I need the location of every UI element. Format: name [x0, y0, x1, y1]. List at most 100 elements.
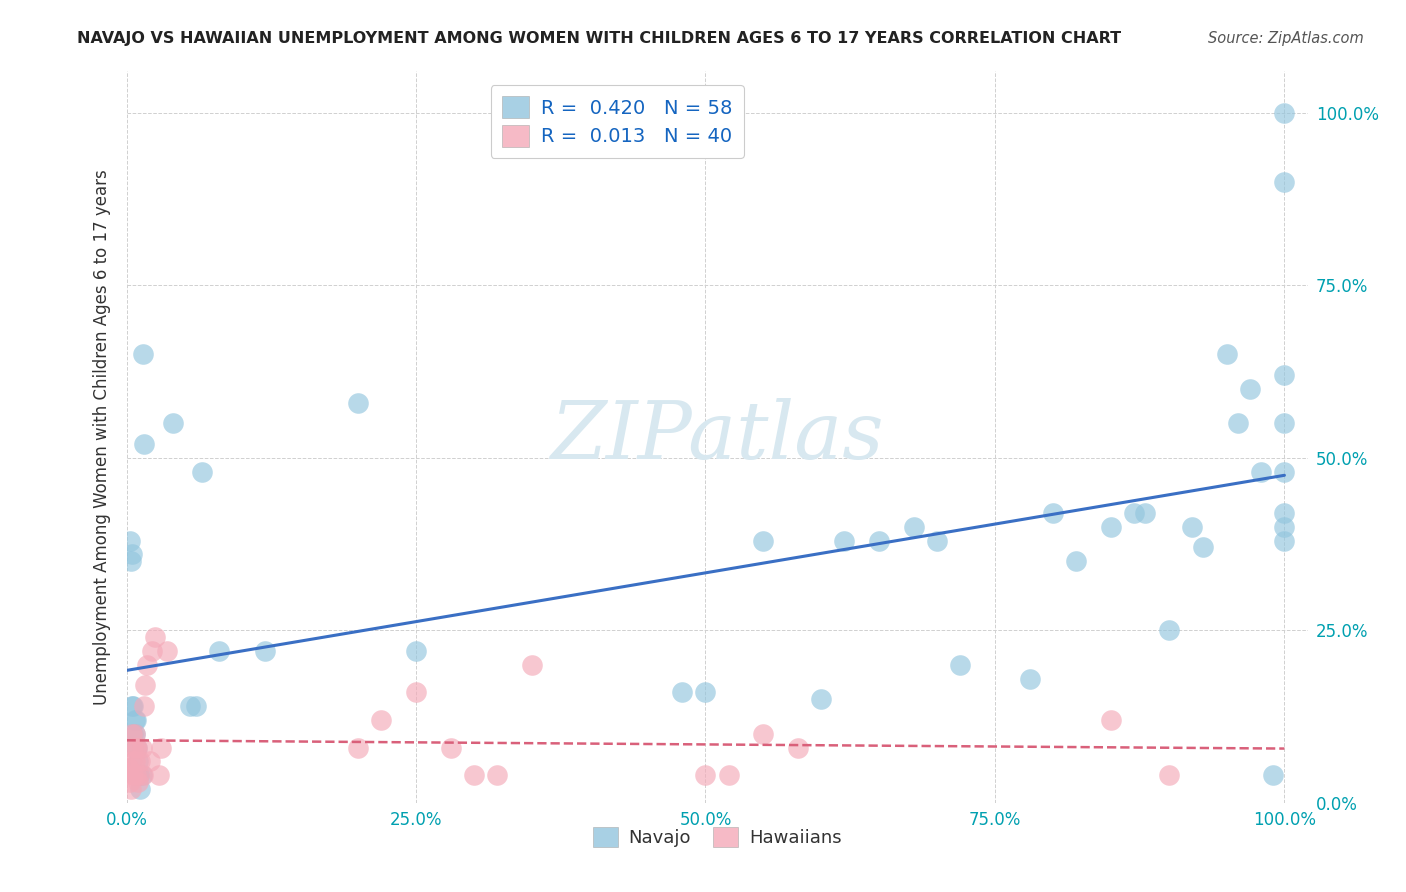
Point	[1135, 506, 1157, 520]
Point	[440, 740, 463, 755]
Point	[254, 644, 277, 658]
Point	[1274, 465, 1296, 479]
Point	[134, 678, 156, 692]
Point	[145, 630, 167, 644]
Point	[132, 437, 155, 451]
Point	[949, 657, 972, 672]
Point	[136, 657, 159, 672]
Point	[141, 644, 163, 658]
Point	[695, 685, 717, 699]
Point	[1274, 520, 1296, 534]
Point	[347, 395, 370, 409]
Point	[405, 685, 427, 699]
Point	[671, 685, 693, 699]
Point	[121, 727, 143, 741]
Point	[148, 768, 170, 782]
Point	[131, 740, 153, 755]
Point	[752, 727, 775, 741]
Point	[1250, 465, 1272, 479]
Point	[122, 727, 145, 741]
Point	[125, 768, 148, 782]
Point	[1274, 506, 1296, 520]
Point	[1099, 713, 1122, 727]
Point	[132, 768, 155, 782]
Point	[120, 554, 142, 568]
Point	[834, 533, 856, 548]
Point	[1227, 417, 1250, 431]
Y-axis label: Unemployment Among Women with Children Ages 6 to 17 years: Unemployment Among Women with Children A…	[93, 169, 111, 705]
Point	[162, 417, 184, 431]
Point	[118, 775, 141, 789]
Point	[191, 465, 214, 479]
Point	[127, 755, 149, 769]
Point	[138, 755, 160, 769]
Point	[125, 740, 148, 755]
Point	[1239, 382, 1261, 396]
Point	[120, 782, 142, 797]
Point	[118, 761, 141, 775]
Point	[1122, 506, 1144, 520]
Point	[1274, 175, 1296, 189]
Point	[128, 768, 150, 782]
Legend: Navajo, Hawaiians: Navajo, Hawaiians	[583, 818, 851, 856]
Point	[122, 699, 145, 714]
Point	[124, 727, 146, 741]
Point	[121, 699, 143, 714]
Point	[903, 520, 925, 534]
Point	[1099, 520, 1122, 534]
Point	[1274, 368, 1296, 382]
Point	[125, 740, 148, 755]
Point	[121, 548, 143, 562]
Point	[752, 533, 775, 548]
Point	[1192, 541, 1215, 555]
Point	[184, 699, 207, 714]
Point	[132, 347, 155, 361]
Point	[117, 761, 139, 775]
Point	[1018, 672, 1040, 686]
Point	[122, 768, 145, 782]
Point	[370, 713, 392, 727]
Point	[150, 740, 173, 755]
Text: NAVAJO VS HAWAIIAN UNEMPLOYMENT AMONG WOMEN WITH CHILDREN AGES 6 TO 17 YEARS COR: NAVAJO VS HAWAIIAN UNEMPLOYMENT AMONG WO…	[77, 31, 1122, 46]
Point	[125, 740, 148, 755]
Point	[208, 644, 231, 658]
Point	[1274, 105, 1296, 120]
Point	[1215, 347, 1237, 361]
Point	[127, 768, 149, 782]
Point	[520, 657, 543, 672]
Point	[810, 692, 832, 706]
Point	[486, 768, 509, 782]
Point	[122, 740, 145, 755]
Point	[1042, 506, 1064, 520]
Text: Source: ZipAtlas.com: Source: ZipAtlas.com	[1208, 31, 1364, 46]
Point	[179, 699, 201, 714]
Point	[124, 713, 146, 727]
Point	[868, 533, 890, 548]
Point	[925, 533, 948, 548]
Point	[121, 755, 143, 769]
Point	[132, 699, 155, 714]
Point	[347, 740, 370, 755]
Point	[1157, 624, 1180, 638]
Point	[124, 727, 146, 741]
Point	[1157, 768, 1180, 782]
Point	[695, 768, 717, 782]
Point	[463, 768, 485, 782]
Point	[1261, 768, 1284, 782]
Point	[129, 782, 152, 797]
Text: ZIPatlas: ZIPatlas	[550, 399, 884, 475]
Point	[1274, 533, 1296, 548]
Point	[125, 768, 148, 782]
Point	[1064, 554, 1087, 568]
Point	[128, 768, 150, 782]
Point	[1181, 520, 1204, 534]
Point	[787, 740, 810, 755]
Point	[125, 740, 148, 755]
Point	[1274, 417, 1296, 431]
Point	[124, 755, 146, 769]
Point	[127, 775, 149, 789]
Point	[405, 644, 427, 658]
Point	[125, 713, 148, 727]
Point	[118, 533, 141, 548]
Point	[156, 644, 179, 658]
